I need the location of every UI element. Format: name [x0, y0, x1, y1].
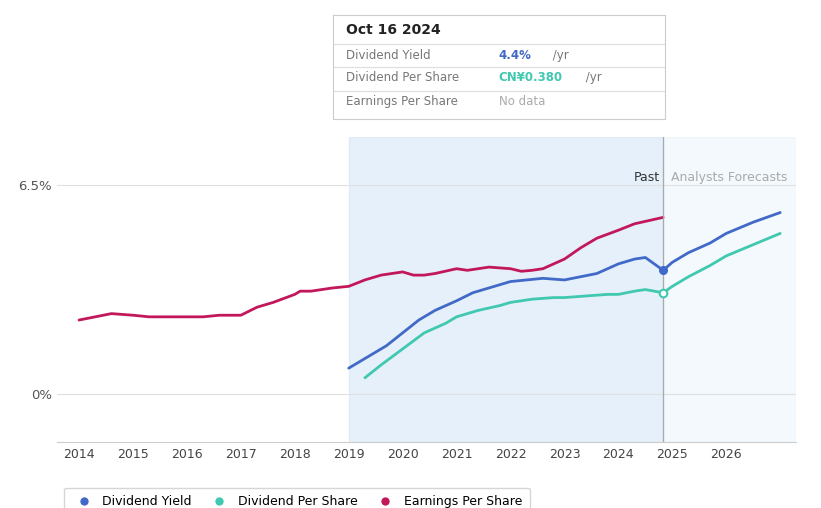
Text: Earnings Per Share: Earnings Per Share — [346, 96, 457, 108]
Text: /yr: /yr — [582, 72, 602, 84]
Legend: Dividend Yield, Dividend Per Share, Earnings Per Share: Dividend Yield, Dividend Per Share, Earn… — [64, 488, 530, 508]
Text: Dividend Per Share: Dividend Per Share — [346, 72, 459, 84]
Text: Oct 16 2024: Oct 16 2024 — [346, 22, 441, 37]
Text: /yr: /yr — [548, 49, 568, 61]
Text: Dividend Yield: Dividend Yield — [346, 49, 430, 61]
Text: 4.4%: 4.4% — [499, 49, 532, 61]
Bar — [349, 137, 663, 442]
Text: No data: No data — [499, 96, 545, 108]
Text: Analysts Forecasts: Analysts Forecasts — [672, 171, 787, 184]
Bar — [663, 137, 796, 442]
Text: CN¥0.380: CN¥0.380 — [499, 72, 563, 84]
Text: Past: Past — [633, 171, 659, 184]
